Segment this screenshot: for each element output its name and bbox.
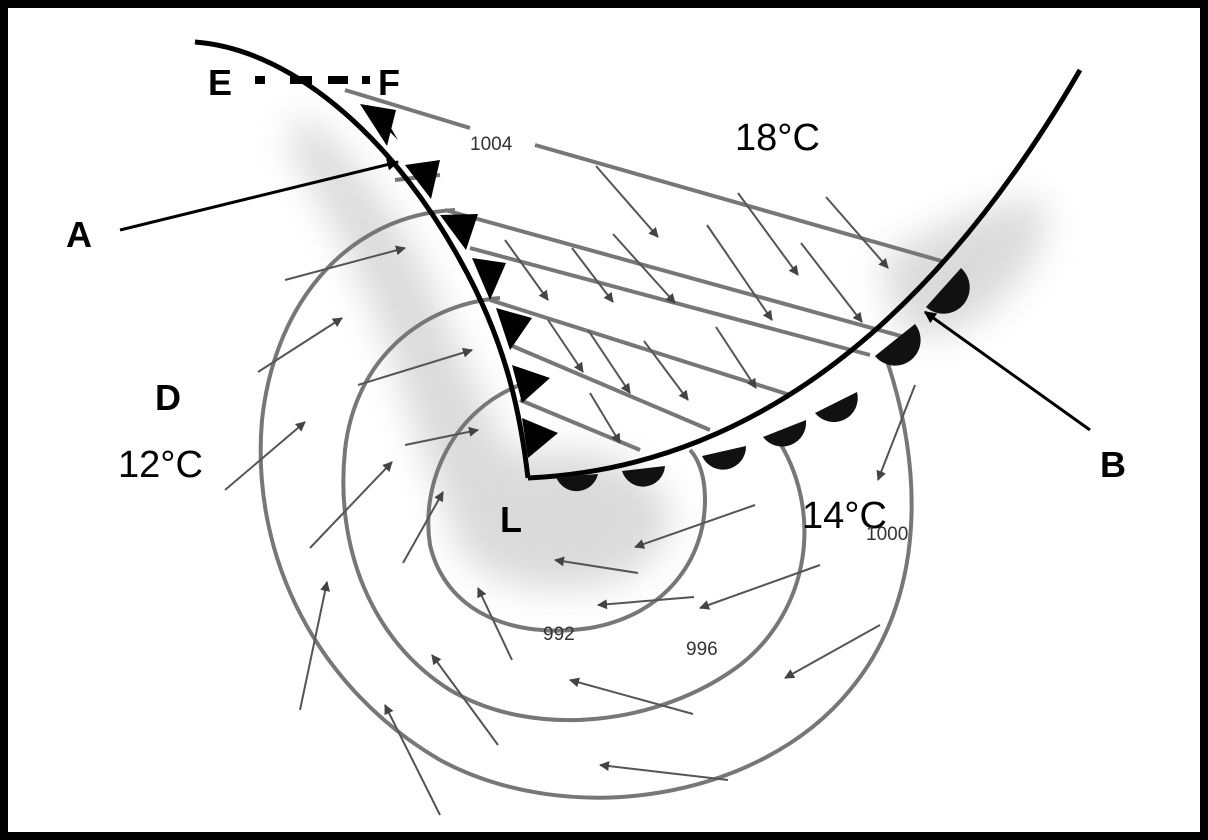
temperature-south-east: 14°C bbox=[802, 495, 887, 537]
section-dash bbox=[362, 76, 370, 84]
cold-front-triangles bbox=[360, 104, 558, 458]
wind-arrow bbox=[571, 247, 614, 303]
warm-front-semicircle bbox=[815, 392, 858, 423]
cloud-shading bbox=[290, 110, 1045, 590]
wind-arrow bbox=[589, 392, 621, 444]
isobar-label-992: 992 bbox=[543, 624, 575, 645]
warm-front-semicircle bbox=[622, 466, 665, 487]
cold-front-line bbox=[194, 39, 531, 479]
isobar-label-1004: 1004 bbox=[470, 134, 513, 155]
wind-arrow bbox=[257, 317, 343, 373]
isobar-1004 bbox=[344, 88, 471, 130]
label-a: A bbox=[66, 214, 92, 255]
warm-front-semicircle bbox=[702, 446, 747, 470]
pointer-arrow-a bbox=[119, 158, 400, 232]
section-line-ef bbox=[255, 76, 370, 84]
section-dash bbox=[255, 76, 265, 84]
cold-front-triangle bbox=[405, 160, 440, 199]
wind-arrow bbox=[825, 196, 889, 269]
isobar-1000 bbox=[258, 208, 914, 800]
wind-arrow bbox=[569, 677, 694, 715]
wind-arrow bbox=[587, 329, 631, 394]
wind-arrow bbox=[595, 165, 659, 238]
wind-arrow bbox=[737, 192, 799, 276]
wind-arrow bbox=[224, 421, 306, 491]
label-e: E bbox=[208, 62, 232, 103]
wind-arrow bbox=[477, 587, 513, 661]
wind-arrow bbox=[612, 233, 676, 304]
label-f: F bbox=[378, 62, 400, 103]
isobar-label-1000: 1000 bbox=[866, 524, 908, 545]
cold-front-triangle bbox=[512, 365, 550, 403]
wind-arrow bbox=[597, 596, 695, 610]
isobar-992 bbox=[426, 383, 708, 633]
wind-arrow bbox=[643, 340, 689, 401]
wind-arrow bbox=[715, 326, 757, 389]
wind-arrow bbox=[876, 384, 916, 481]
pointer-arrow-b bbox=[924, 310, 1091, 432]
wind-arrow bbox=[384, 704, 441, 816]
warm-front-semicircle bbox=[763, 420, 807, 447]
label-d: D bbox=[155, 377, 181, 418]
cold-front-triangle bbox=[496, 308, 532, 350]
wind-arrow bbox=[284, 245, 406, 281]
wind-arrow bbox=[431, 654, 499, 746]
cold-front-triangle bbox=[522, 418, 558, 458]
wind-arrow bbox=[634, 504, 756, 549]
isobar-warm-sector-3 bbox=[489, 298, 791, 397]
cold-front-triangle bbox=[472, 258, 506, 300]
isobar-label-996: 996 bbox=[686, 639, 718, 660]
wind-arrow bbox=[299, 581, 331, 711]
wind-arrows bbox=[224, 165, 916, 816]
warm-front-semicircles bbox=[556, 268, 970, 492]
fronts bbox=[194, 39, 1083, 492]
isobar-warm-sector-1 bbox=[444, 208, 909, 340]
wind-arrow bbox=[800, 242, 863, 323]
wind-arrow bbox=[404, 426, 479, 446]
label-b: B bbox=[1100, 444, 1126, 485]
warm-front-semicircle bbox=[875, 324, 921, 366]
warm-front-semicircle bbox=[926, 268, 970, 314]
wind-arrow bbox=[402, 491, 444, 564]
wind-arrow bbox=[357, 347, 473, 386]
wind-arrow bbox=[554, 556, 639, 574]
wind-arrow bbox=[547, 319, 584, 373]
isobar-1004-east bbox=[534, 143, 946, 264]
warm-front-line bbox=[527, 68, 1083, 481]
warm-front-semicircle bbox=[556, 474, 598, 492]
section-dash bbox=[290, 76, 312, 84]
wind-arrow bbox=[706, 224, 773, 321]
wind-arrow bbox=[504, 239, 549, 301]
wind-arrow bbox=[599, 761, 729, 781]
wind-arrow bbox=[784, 624, 881, 679]
wind-arrow bbox=[309, 461, 393, 549]
section-dash bbox=[328, 76, 348, 84]
temperature-west: 12°C bbox=[118, 444, 203, 486]
isobar-warm-sector-4 bbox=[509, 343, 711, 432]
cold-front-triangle bbox=[360, 104, 396, 146]
temperature-north: 18°C bbox=[735, 117, 820, 159]
wind-arrow bbox=[699, 564, 821, 610]
label-l: L bbox=[500, 499, 522, 540]
cold-front-triangle bbox=[440, 214, 478, 250]
